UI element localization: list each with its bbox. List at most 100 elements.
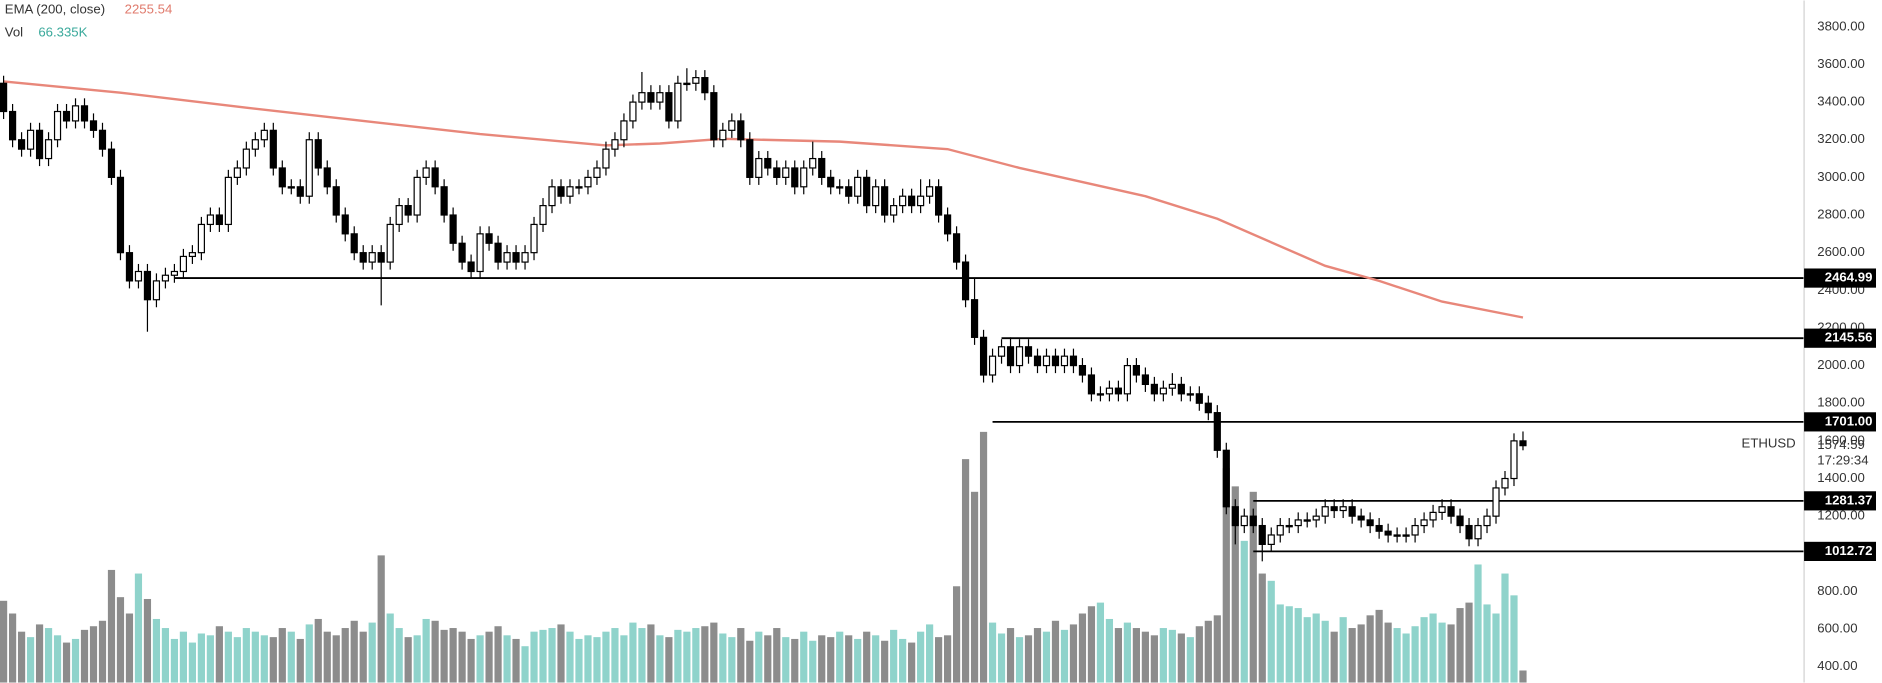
candle-body: [332, 186, 340, 216]
candle-body: [1222, 449, 1230, 508]
candle-body: [1474, 524, 1482, 540]
candle-body: [404, 205, 412, 216]
candle-body: [710, 92, 718, 141]
ema-legend-name: EMA (200, close): [5, 2, 105, 17]
volume-bar: [8, 613, 17, 683]
volume-bar: [926, 624, 934, 683]
volume-bar: [350, 620, 358, 683]
candle-body: [1096, 393, 1105, 396]
candle-body: [1411, 524, 1419, 536]
volume-bar: [440, 629, 448, 683]
candle-body: [1186, 393, 1194, 396]
volume-bar: [1474, 564, 1482, 683]
volume-bar: [431, 620, 439, 683]
volume-bar: [1402, 633, 1410, 683]
candle-body: [458, 242, 466, 263]
candle-body: [1141, 374, 1149, 386]
volume-bar: [368, 622, 376, 683]
volume-bar: [305, 624, 313, 683]
candle-body: [530, 223, 538, 254]
volume-bar: [134, 573, 143, 683]
ema-line: [3, 80, 1524, 319]
candle-body: [620, 120, 628, 141]
candle-body: [701, 77, 709, 94]
volume-bar: [494, 626, 502, 683]
candle-body: [431, 167, 439, 188]
candle-body: [1339, 506, 1347, 512]
candle-body: [809, 157, 817, 169]
candle-body: [314, 139, 322, 169]
volume-bar: [269, 637, 277, 683]
volume-bar: [215, 626, 223, 683]
candle-body: [296, 186, 304, 197]
candle-body: [773, 167, 781, 178]
volume-legend-value: 66.335K: [38, 24, 87, 39]
volume-bar: [1321, 620, 1329, 683]
candle-body: [1177, 383, 1185, 395]
volume-bar: [638, 628, 646, 683]
candle-body: [1114, 387, 1123, 395]
volume-bar: [152, 618, 161, 683]
symbol-label: ETHUSD: [1742, 435, 1796, 450]
candle-body: [143, 270, 152, 301]
candle-body: [1105, 387, 1114, 395]
candle-body: [988, 355, 997, 376]
level-label: 2464.99: [1825, 270, 1873, 285]
candle-body: [1168, 383, 1176, 389]
candle-body: [125, 252, 134, 282]
volume-bar: [593, 637, 601, 683]
candle-body: [746, 139, 754, 178]
candle-body: [1357, 515, 1365, 521]
candle-body: [134, 270, 143, 282]
candle-body: [503, 252, 511, 263]
volume-bar: [1375, 609, 1383, 683]
volume-bar: [755, 631, 763, 683]
candle-body: [233, 167, 241, 178]
candle-body: [1060, 355, 1069, 367]
volume-bar: [1384, 622, 1392, 683]
candle-body: [1393, 534, 1401, 537]
candle-body: [71, 105, 80, 122]
volume-bar: [143, 598, 152, 683]
candle-body: [791, 167, 799, 188]
candle-body: [854, 176, 862, 197]
y-tick-label: 1800.00: [1817, 395, 1865, 410]
volume-bar: [1330, 631, 1338, 683]
candle-body: [1501, 477, 1509, 489]
candle-body: [647, 92, 655, 103]
level-badge: [1804, 412, 1877, 432]
candle-body: [1231, 506, 1239, 527]
candle-body: [260, 129, 268, 141]
candle-body: [413, 176, 421, 216]
y-tick-label: 1400.00: [1817, 470, 1865, 485]
volume-bar: [107, 569, 116, 683]
candle-body: [1204, 402, 1212, 414]
candle-body: [1429, 511, 1437, 521]
volume-bar: [422, 618, 430, 683]
volume-bar: [17, 631, 26, 683]
volume-bar: [35, 624, 44, 683]
candle-body: [377, 252, 385, 263]
level-label: 1701.00: [1825, 413, 1873, 428]
candle-body: [872, 186, 880, 207]
y-tick-label: 1600.00: [1817, 432, 1865, 447]
volume-bar: [1258, 573, 1266, 683]
candle-body: [494, 242, 502, 263]
volume-bar: [557, 624, 565, 683]
volume-bar: [961, 459, 970, 683]
volume-bar: [125, 613, 134, 683]
volume-bar: [467, 638, 475, 683]
volume-bar: [908, 642, 916, 683]
volume-bar: [854, 638, 862, 683]
volume-bar: [0, 600, 8, 683]
candle-body: [35, 129, 44, 160]
volume-bar: [1060, 629, 1069, 683]
volume-bar: [359, 631, 367, 683]
volume-bar: [341, 628, 349, 683]
candle-body: [827, 176, 835, 188]
volume-bar: [809, 640, 817, 683]
volume-bar: [1285, 606, 1293, 683]
volume-bar: [53, 635, 62, 683]
candle-body: [44, 139, 53, 160]
